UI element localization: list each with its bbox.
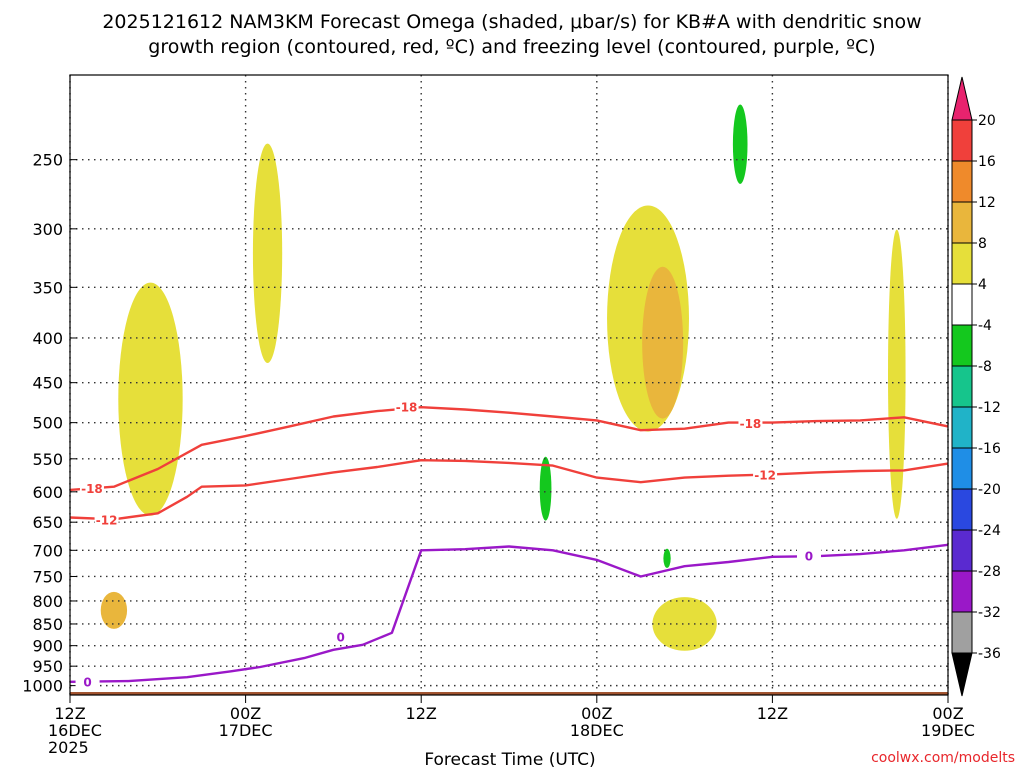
y-tick-label: 500 [32,414,63,433]
y-tick-label: 900 [32,637,63,656]
x-tick-label: 12Z [757,704,788,723]
upward-area-6 [652,597,717,651]
colorbar-tick-label: -36 [978,646,1001,662]
colorbar-tick-label: -28 [978,564,1001,580]
plot-area: 250 300 350 400 450 500 550 600 650 700 750 800 850 9… [22,74,975,757]
colorbar-tick-label: -20 [978,482,1001,498]
colorbar-segment [951,488,973,531]
dgz-lower-contour [69,459,949,521]
contour-label-bg [94,511,119,527]
dgz-lower-label: -12 [96,513,118,527]
colorbar-segment [951,324,973,367]
y-tick-label: 450 [32,374,63,393]
contour-label-bg [79,480,104,496]
dgz-upper-label: -18 [740,417,762,431]
y-tick-label: 850 [32,615,63,634]
y-tick-label: 750 [32,567,63,586]
x-tick-label: 00Z [932,704,963,723]
y-tick-label: 650 [32,513,63,532]
y-tick-label: 700 [32,541,63,560]
colorbar-tick-label: -8 [978,359,992,375]
dgz-upper-contour [69,406,949,492]
freezing-level-label: 0 [337,631,345,645]
y-tick-label: 300 [32,220,63,239]
credit-text: coolwx.com/modelts [871,750,1015,766]
x-tick-label: 18DEC [570,721,624,740]
x-tick-label: 17DEC [219,721,273,740]
x-tick-label: 12Z [406,704,437,723]
terrain-strip [70,692,948,695]
colorbar-segment [951,160,973,203]
upward-area-1 [118,282,183,516]
downward-area-3 [663,548,671,568]
y-tick-label: 1000 [22,677,63,696]
colorbar-tick-label: 12 [978,195,996,211]
y-tick-label: 400 [32,329,63,348]
x-tick-label: 16DEC [48,721,102,740]
dgz-lower-label: -12 [754,469,776,483]
dgz-upper-label: -18 [81,482,103,496]
dgz-upper-label: -18 [396,401,418,415]
chart-title-line1: 2025121612 NAM3KM Forecast Omega (shaded… [102,11,921,33]
upward-area-2 [252,143,283,363]
colorbar-tick-label: 8 [978,236,987,252]
colorbar-tick-label: 4 [978,277,987,293]
colorbar-segment [951,283,973,326]
chart-title-line2: growth region (contoured, red, ºC) and f… [148,36,875,58]
colorbar-segment [951,447,973,490]
upward-area-3 [100,591,128,629]
x-tick-label: 00Z [581,704,612,723]
colorbar-top-arrow [951,76,973,121]
contour-label-bg [796,548,821,564]
colorbar-tick-label: -12 [978,400,1001,416]
colorbar-segment [951,529,973,572]
y-tick-label: 550 [32,450,63,469]
y-tick-label: 600 [32,483,63,502]
y-tick-label: 350 [32,278,63,297]
colorbar-segment [951,201,973,244]
downward-area-2 [539,456,552,521]
contour-label-bg [328,629,353,645]
x-tick-label: 12Z [54,704,85,723]
colorbar-segment [951,119,973,162]
freezing-level-contour [69,543,949,683]
colorbar-tick-label: 20 [978,113,996,129]
contour-label-bg [753,467,778,483]
upward-area-7 [888,229,906,519]
x-tick-label: 2025 [48,738,89,757]
plot-frame [69,74,949,696]
colorbar-tick-label: -24 [978,523,1001,539]
upward-area-5 [642,266,684,419]
contour-label-bg [75,673,100,689]
colorbar-segment [951,611,973,654]
colorbar-tick-label: -16 [978,441,1001,457]
x-tick-label: 19DEC [921,721,975,740]
y-tick-label: 800 [32,592,63,611]
contour-label-bg [738,415,763,431]
y-tick-label: 950 [32,657,63,676]
y-tick-label: 250 [32,151,63,170]
colorbar-bottom-arrow [951,652,973,697]
freezing-level-label: 0 [805,550,813,564]
colorbar-segment [951,242,973,285]
colorbar-segment [951,570,973,613]
x-axis-label: Forecast Time (UTC) [424,750,595,768]
colorbar-tick-label: 16 [978,154,996,170]
colorbar-tick-label: -4 [978,318,992,334]
contour-label-bg [394,399,419,415]
x-tick-label: 00Z [230,704,261,723]
freezing-level-label: 0 [83,675,91,689]
colorbar-tick-label: -32 [978,605,1001,621]
colorbar-segment [951,365,973,408]
downward-area-1 [732,104,748,184]
colorbar: 20 16 12 8 4 -4 -8 -12 -16 -20 -24 -28 -32 -36 [951,76,1001,697]
colorbar-segment [951,406,973,449]
